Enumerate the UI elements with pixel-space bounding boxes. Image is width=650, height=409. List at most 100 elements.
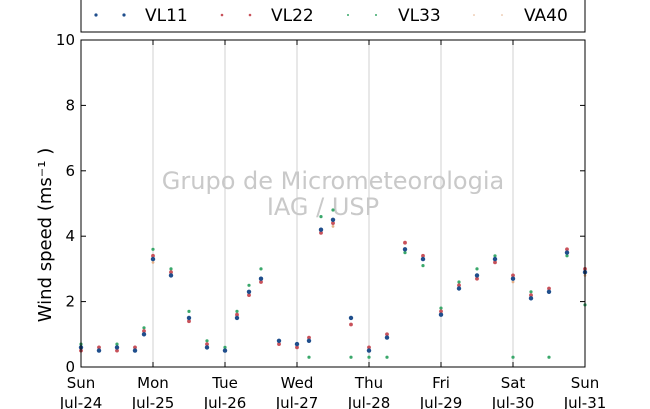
point-vl11: [420, 256, 426, 262]
point-vl11: [168, 273, 174, 278]
legend-marker-vl33: [375, 14, 377, 16]
legend-item-vl22: VL22: [220, 6, 314, 26]
point-vl22: [205, 342, 209, 346]
point-vl33: [421, 264, 425, 268]
plot-frame: [80, 39, 586, 368]
point-vl33: [529, 290, 533, 294]
point-vl22: [307, 335, 311, 340]
point-vl22: [565, 247, 569, 252]
legend-marker-vl33: [347, 14, 349, 16]
point-vl11: [474, 273, 480, 278]
point-vl33: [142, 326, 146, 330]
scatter-points: [78, 208, 588, 359]
legend: VL11 VL22 VL33 VA40: [80, 0, 586, 33]
x-tick-label-day: Sun: [67, 374, 96, 392]
point-vl33: [259, 267, 263, 271]
legend-marker-vl11: [94, 13, 98, 17]
point-vl22: [97, 345, 101, 350]
point-vl33: [187, 309, 191, 313]
y-axis: 0 2 4 6 8 10: [56, 31, 585, 376]
x-tick-label-day: Mon: [137, 374, 169, 392]
point-vl11: [258, 276, 264, 281]
point-vl11: [318, 227, 324, 232]
point-vl22: [403, 240, 407, 245]
point-vl11: [330, 217, 336, 222]
point-vl22: [475, 276, 479, 281]
point-vl22: [331, 221, 335, 226]
watermark-line-2: IAG / USP: [267, 193, 379, 221]
point-vl33: [475, 267, 479, 271]
point-vl22: [133, 345, 137, 350]
point-vl33: [457, 280, 461, 284]
x-tick-label-day: Fri: [432, 374, 450, 392]
point-vl33: [331, 208, 335, 212]
y-tick-label: 2: [65, 293, 75, 311]
point-vl22: [439, 309, 443, 314]
x-tick-label-day: Wed: [281, 374, 314, 392]
point-vl11: [234, 315, 240, 321]
point-vl33: [385, 355, 389, 359]
point-vl11: [366, 348, 372, 353]
x-tick-label-date: Jul-30: [491, 394, 535, 409]
point-vl33: [319, 215, 323, 219]
point-vl11: [246, 289, 252, 294]
point-vl22: [493, 260, 497, 265]
legend-marker-vl11: [122, 13, 126, 17]
point-vl22: [319, 231, 323, 235]
point-vl33: [565, 254, 569, 258]
point-vl22: [385, 332, 389, 337]
point-vl11: [438, 312, 444, 317]
point-vl11: [132, 348, 138, 353]
point-vl11: [204, 345, 210, 350]
point-vl11: [528, 296, 534, 301]
point-vl33: [493, 254, 497, 258]
point-vl33: [511, 355, 515, 359]
point-vl33: [247, 283, 251, 287]
point-vl33: [547, 355, 551, 359]
x-tick-label-date: Jul-29: [419, 394, 463, 409]
legend-marker-va40: [473, 14, 475, 16]
y-tick-label: 0: [65, 358, 75, 376]
point-vl22: [247, 293, 251, 297]
watermark: Grupo de Micrometeorologia IAG / USP: [162, 167, 504, 221]
y-tick-label: 10: [56, 31, 75, 49]
point-vl11: [510, 276, 516, 281]
x-tick-label-date: Jul-25: [131, 394, 175, 409]
x-tick-label-day: Sun: [571, 374, 600, 392]
legend-label-vl33: VL33: [398, 6, 441, 26]
point-vl22: [457, 283, 461, 288]
x-tick-label-day: Thu: [354, 374, 383, 392]
y-tick-label: 6: [65, 162, 75, 180]
point-vl11: [186, 315, 192, 321]
point-vl11: [492, 256, 498, 262]
point-vl22: [547, 286, 551, 291]
point-vl33: [151, 247, 155, 251]
point-vl11: [222, 348, 228, 353]
point-vl11: [276, 338, 282, 343]
point-va40: [331, 225, 335, 228]
point-vl11: [384, 335, 390, 340]
legend-label-vl11: VL11: [145, 6, 188, 26]
x-tick-label-date: Jul-31: [563, 394, 607, 409]
legend-item-vl33: VL33: [347, 6, 441, 26]
point-vl11: [402, 247, 408, 252]
point-va40: [151, 261, 155, 264]
point-vl33: [403, 251, 407, 255]
point-vl22: [142, 329, 146, 333]
x-tick-label-day: Sat: [501, 374, 526, 392]
x-tick-label-date: Jul-26: [203, 394, 247, 409]
legend-marker-vl22: [220, 13, 224, 17]
point-vl11: [456, 286, 462, 291]
point-vl22: [115, 348, 119, 353]
point-vl22: [349, 322, 353, 327]
point-vl33: [367, 355, 371, 359]
legend-frame: [80, 0, 586, 33]
point-vl33: [169, 267, 173, 271]
point-vl11: [564, 250, 570, 255]
point-vl11: [546, 289, 552, 294]
x-tick-label-date: Jul-27: [275, 394, 319, 409]
x-tick-label-date: Jul-28: [347, 394, 391, 409]
legend-item-vl11: VL11: [94, 6, 188, 26]
point-vl22: [151, 253, 155, 258]
